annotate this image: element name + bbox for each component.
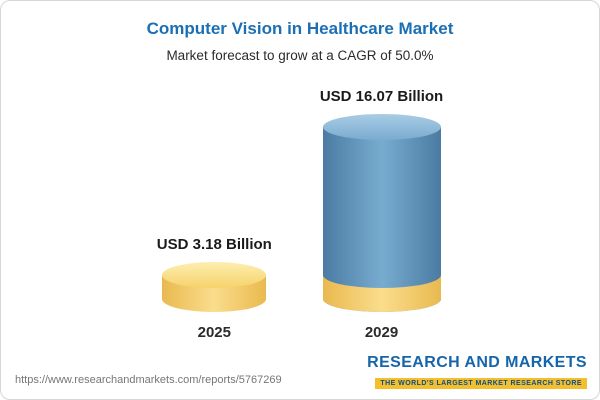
source-url[interactable]: https://www.researchandmarkets.com/repor… [15, 374, 282, 386]
cylinder-seam-ellipse [322, 262, 441, 288]
cylinder-2029 [322, 114, 441, 312]
value-label-2029: USD 16.07 Billion [319, 88, 444, 105]
logo-tagline: THE WORLD'S LARGEST MARKET RESEARCH STOR… [375, 378, 587, 389]
cylinder-top-ellipse [322, 114, 441, 140]
researchandmarkets-logo: RESEARCH AND MARKETS THE WORLD'S LARGEST… [367, 354, 587, 390]
chart-title: Computer Vision in Healthcare Market [146, 19, 454, 38]
year-label-2025: 2025 [197, 324, 231, 341]
bar-group-2025: USD 3.18 Billion 2025 [157, 236, 272, 341]
bar-chart: USD 3.18 Billion 2025 USD 16.07 Billion … [1, 88, 599, 341]
cylinder-top-ellipse [162, 262, 267, 288]
logo-text: RESEARCH AND MARKETS [367, 354, 587, 371]
year-label-2029: 2029 [364, 324, 399, 341]
cylinder-body [322, 127, 441, 312]
bar-group-2029: USD 16.07 Billion 2029 [320, 88, 443, 341]
header: Computer Vision in Healthcare Market Mar… [1, 1, 599, 63]
footer: https://www.researchandmarkets.com/repor… [15, 354, 587, 390]
value-label-2025: USD 3.18 Billion [156, 236, 272, 253]
chart-subtitle: Market forecast to grow at a CAGR of 50.… [166, 48, 434, 63]
cylinder-2025 [162, 262, 267, 312]
